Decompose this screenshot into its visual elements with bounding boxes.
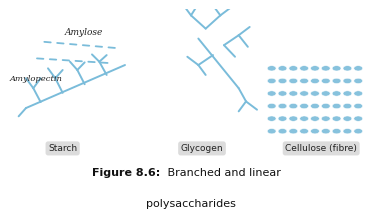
Ellipse shape [300,91,309,96]
Ellipse shape [332,103,341,109]
Ellipse shape [267,116,276,121]
Ellipse shape [332,78,341,84]
Ellipse shape [300,78,309,84]
Ellipse shape [321,78,330,84]
Text: Cellulose (fibre): Cellulose (fibre) [285,144,357,153]
Ellipse shape [311,78,319,84]
Ellipse shape [278,129,287,134]
Ellipse shape [311,91,319,96]
Ellipse shape [289,129,298,134]
Ellipse shape [321,129,330,134]
Text: Amylopectin: Amylopectin [10,75,62,83]
Ellipse shape [343,66,352,71]
Text: Amylose: Amylose [65,28,103,37]
Ellipse shape [311,116,319,121]
Ellipse shape [289,103,298,109]
Ellipse shape [300,116,309,121]
Ellipse shape [343,103,352,109]
Text: Branched and linear: Branched and linear [164,168,281,178]
Ellipse shape [332,91,341,96]
Ellipse shape [343,116,352,121]
Ellipse shape [354,91,363,96]
Ellipse shape [343,91,352,96]
Ellipse shape [267,91,276,96]
Ellipse shape [311,66,319,71]
Ellipse shape [300,103,309,109]
Ellipse shape [332,66,341,71]
Ellipse shape [354,129,363,134]
Ellipse shape [321,116,330,121]
Ellipse shape [278,66,287,71]
Ellipse shape [300,129,309,134]
Ellipse shape [278,116,287,121]
Ellipse shape [354,116,363,121]
Ellipse shape [289,91,298,96]
Ellipse shape [343,129,352,134]
Ellipse shape [278,78,287,84]
Ellipse shape [311,129,319,134]
Ellipse shape [289,78,298,84]
Ellipse shape [311,103,319,109]
Ellipse shape [300,66,309,71]
Ellipse shape [278,91,287,96]
Ellipse shape [278,103,287,109]
Ellipse shape [321,103,330,109]
Text: Glycogen: Glycogen [181,144,223,153]
Ellipse shape [289,66,298,71]
Ellipse shape [321,91,330,96]
Text: Starch: Starch [48,144,77,153]
Ellipse shape [321,66,330,71]
Ellipse shape [267,129,276,134]
Ellipse shape [267,78,276,84]
Ellipse shape [289,116,298,121]
Ellipse shape [343,78,352,84]
Ellipse shape [354,103,363,109]
Ellipse shape [354,66,363,71]
Ellipse shape [354,78,363,84]
Ellipse shape [267,66,276,71]
Text: Figure 8.6:: Figure 8.6: [92,168,160,178]
Ellipse shape [332,116,341,121]
Text: polysaccharides: polysaccharides [146,199,236,209]
Ellipse shape [332,129,341,134]
Ellipse shape [267,103,276,109]
